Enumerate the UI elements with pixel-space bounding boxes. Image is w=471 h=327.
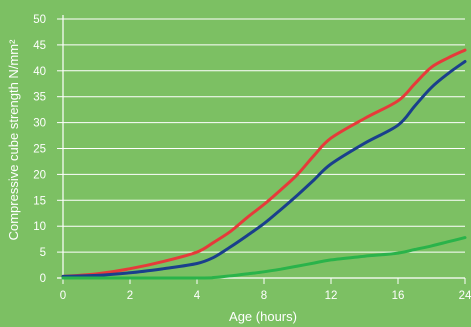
x-tick-label: 8	[261, 290, 267, 302]
y-tick-label: 40	[33, 66, 46, 78]
series-line-blue	[61, 60, 467, 278]
x-tick-label: 0	[60, 290, 66, 302]
grid-lines	[63, 18, 465, 253]
y-tick-label: 10	[33, 221, 46, 233]
x-tick-label: 4	[194, 290, 201, 302]
x-tick-label: 2	[127, 290, 133, 302]
y-tick-label: 50	[33, 14, 46, 26]
y-tick-label: 30	[33, 118, 46, 130]
y-tick-label: 20	[33, 169, 46, 181]
y-tick-label: 5	[40, 247, 46, 259]
y-tick-label: 0	[40, 273, 46, 285]
y-tick-label: 25	[33, 144, 46, 156]
series-line-red	[61, 48, 467, 278]
x-axis-title: Age (hours)	[229, 309, 297, 324]
x-tick-label: 16	[392, 290, 405, 302]
x-tick-label: 12	[325, 290, 338, 302]
axes	[57, 15, 466, 284]
y-tick-label: 15	[33, 195, 46, 207]
x-tick-label: 24	[459, 290, 471, 302]
y-axis-title: Compressive cube strength N/mm²	[6, 39, 21, 241]
series-line-green	[61, 236, 467, 280]
y-tick-label: 45	[33, 40, 46, 52]
y-tick-label: 35	[33, 92, 46, 104]
series-lines	[61, 48, 467, 280]
